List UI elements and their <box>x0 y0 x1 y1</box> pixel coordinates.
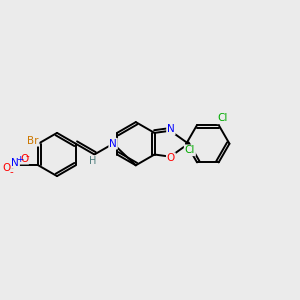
Text: -: - <box>25 151 29 161</box>
Text: -: - <box>9 167 13 177</box>
Text: H: H <box>89 156 97 166</box>
Text: O: O <box>167 153 175 163</box>
Text: N: N <box>167 124 175 134</box>
Text: Br: Br <box>27 136 39 146</box>
Text: N: N <box>109 139 117 149</box>
Text: N: N <box>11 158 19 168</box>
Text: Cl: Cl <box>185 145 195 155</box>
Text: O: O <box>20 154 28 164</box>
Text: Cl: Cl <box>217 113 227 123</box>
Text: O: O <box>3 163 11 173</box>
Text: +: + <box>16 155 23 164</box>
